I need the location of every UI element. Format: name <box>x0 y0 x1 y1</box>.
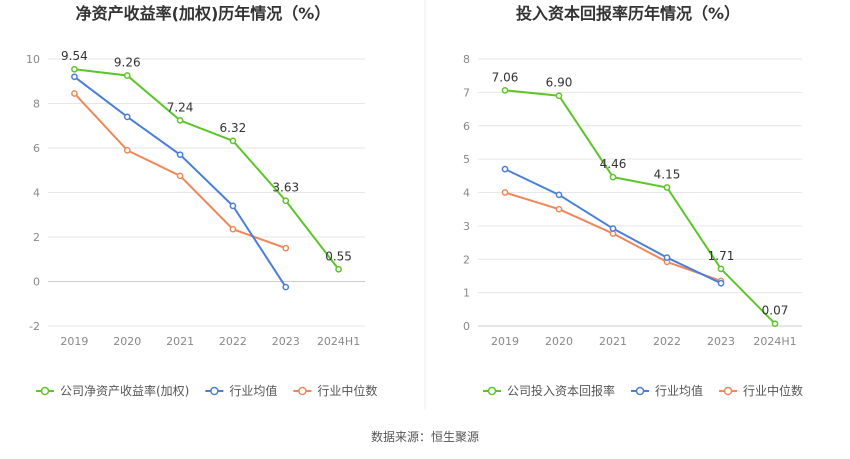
data-point-company <box>71 65 78 73</box>
data-label: 6.90 <box>546 76 573 90</box>
legend-swatch-marker <box>298 386 307 396</box>
legend-swatch-marker <box>487 386 497 396</box>
data-label: 0.07 <box>762 304 789 318</box>
legend-item-avg[interactable]: 行业均值 <box>205 383 277 398</box>
y-tick-label: 6 <box>33 142 40 155</box>
chart-title: 投入资本回报率历年情况（%） <box>516 4 740 23</box>
data-label: 4.15 <box>654 167 681 181</box>
series-line-company <box>74 68 340 270</box>
series-line-median <box>73 92 287 250</box>
data-point-company <box>771 320 779 328</box>
data-point-median <box>176 172 184 180</box>
legend-item-company[interactable]: 公司净资产收益率(加权) <box>36 383 189 398</box>
data-point-avg <box>123 113 131 121</box>
x-tick-label: 2023 <box>272 335 300 348</box>
data-label: 9.26 <box>114 55 141 69</box>
data-point-company <box>335 265 342 273</box>
data-point-avg <box>663 254 671 261</box>
data-label: 3.63 <box>272 181 299 195</box>
data-point-avg <box>282 283 290 291</box>
data-point-median <box>282 244 290 252</box>
y-tick-label: 10 <box>26 53 40 66</box>
data-label: 7.06 <box>492 70 519 84</box>
chart-title: 净资产收益率(加权)历年情况（%） <box>76 4 331 23</box>
x-tick-label: 2022 <box>219 335 247 348</box>
legend-label: 行业均值 <box>229 383 277 398</box>
data-label: 9.54 <box>61 49 88 63</box>
y-tick-label: 0 <box>33 276 40 289</box>
x-tick-label: 2024H1 <box>317 335 360 348</box>
data-point-avg <box>609 225 617 232</box>
chart-panel-2: 投入资本回报率历年情况（%） 0 1 2 3 4 5 6 7 8 2019 2020 2021 2022 2… <box>463 4 803 398</box>
data-point-avg <box>176 151 184 159</box>
series-line-company <box>504 89 776 325</box>
data-source-note: 数据来源：恒生聚源 <box>370 430 479 444</box>
data-point-company <box>501 87 509 94</box>
y-tick-label: 7 <box>463 86 470 99</box>
data-point-median <box>555 205 563 213</box>
y-tick-label: 5 <box>463 153 470 166</box>
data-point-company <box>176 117 184 124</box>
data-point-avg <box>717 279 725 287</box>
y-tick-label: 6 <box>463 120 470 133</box>
y-tick-label: 3 <box>463 220 470 233</box>
y-tick-label: 2 <box>463 253 470 266</box>
y-tick-label: 4 <box>463 187 470 200</box>
legend-item-company[interactable]: 公司投入资本回报率 <box>483 383 615 398</box>
data-point-median <box>229 225 237 233</box>
data-point-avg <box>501 165 509 173</box>
data-point-avg <box>71 73 78 81</box>
x-tick-label: 2020 <box>113 335 141 348</box>
legend-label: 公司投入资本回报率 <box>507 383 615 398</box>
legend-swatch-marker <box>723 386 733 396</box>
data-point-company <box>282 197 290 205</box>
data-label: 7.24 <box>167 100 194 114</box>
data-label: 6.32 <box>220 121 247 135</box>
x-tick-label: 2020 <box>545 335 573 348</box>
data-label: 0.55 <box>325 249 352 263</box>
x-tick-label: 2024H1 <box>753 335 796 348</box>
legend-item-median[interactable]: 行业中位数 <box>719 383 803 398</box>
legend-label: 公司净资产收益率(加权) <box>60 383 189 398</box>
y-tick-label: 8 <box>463 53 470 66</box>
legend-item-avg[interactable]: 行业均值 <box>631 383 703 398</box>
data-point-avg <box>555 191 563 199</box>
y-tick-label: 2 <box>33 231 40 244</box>
y-tick-label: 4 <box>33 187 40 200</box>
x-tick-label: 2021 <box>166 335 194 348</box>
data-point-median <box>71 90 78 97</box>
y-tick-label: 0 <box>463 320 470 333</box>
legend-label: 行业中位数 <box>743 383 803 398</box>
legend-item-median[interactable]: 行业中位数 <box>293 383 377 398</box>
legend-swatch-marker <box>635 386 645 396</box>
chart-panel-1: 净资产收益率(加权)历年情况（%） -2 0 2 4 6 8 10 2019 2020 2021 20… <box>26 4 377 398</box>
data-point-company <box>229 137 237 145</box>
data-point-median <box>501 189 509 196</box>
x-tick-label: 2019 <box>60 335 88 348</box>
data-point-median <box>123 146 131 154</box>
y-tick-label: -2 <box>29 320 40 333</box>
legend-swatch-marker <box>210 386 219 396</box>
data-point-company <box>555 92 563 100</box>
legend-label: 行业均值 <box>655 383 703 398</box>
y-tick-label: 1 <box>463 287 470 300</box>
x-tick-label: 2019 <box>491 335 519 348</box>
legend-label: 行业中位数 <box>317 383 377 398</box>
y-tick-label: 8 <box>33 98 40 111</box>
x-tick-label: 2023 <box>707 335 735 348</box>
data-point-avg <box>229 202 237 210</box>
legend-swatch-marker <box>40 386 50 396</box>
data-label: 4.46 <box>600 157 627 171</box>
data-point-company <box>609 173 617 181</box>
x-tick-label: 2022 <box>653 335 681 348</box>
data-point-company <box>717 265 725 273</box>
data-point-company <box>663 184 671 191</box>
x-tick-label: 2021 <box>599 335 627 348</box>
data-point-company <box>123 72 131 79</box>
data-label: 1.71 <box>708 249 735 263</box>
